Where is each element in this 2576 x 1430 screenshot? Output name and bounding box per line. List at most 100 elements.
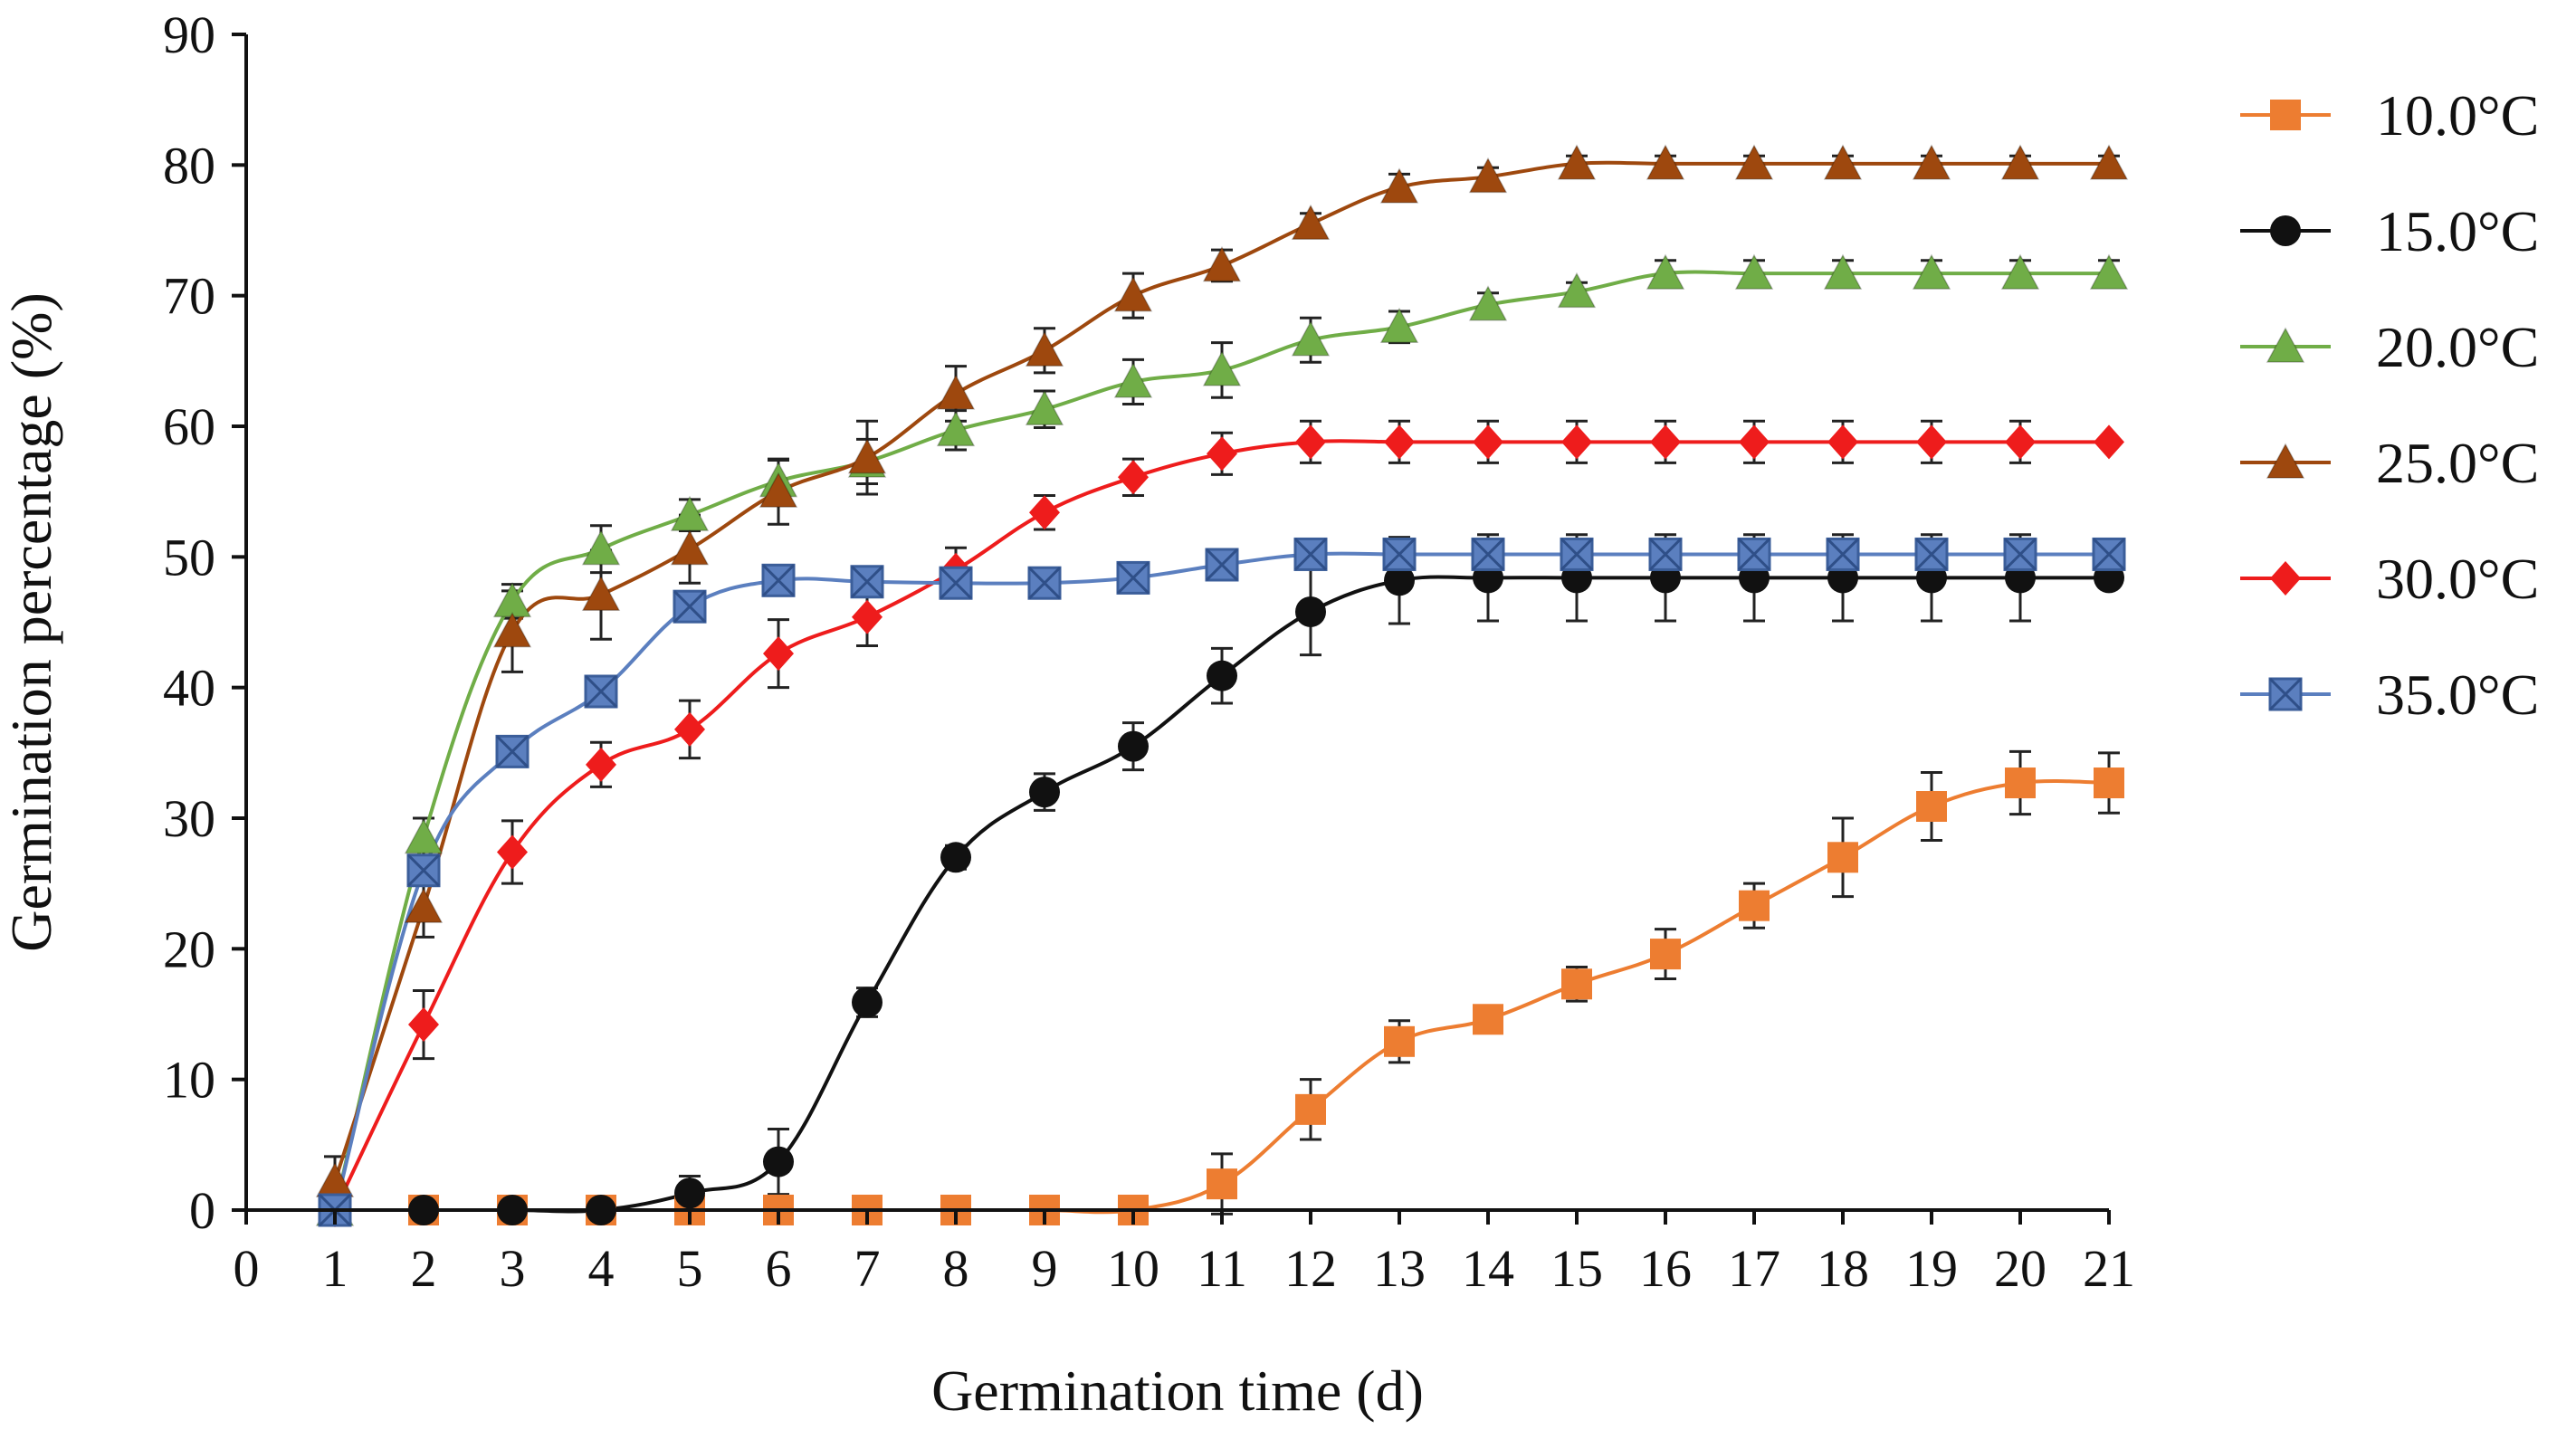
data-point: [1384, 1025, 1415, 1057]
data-point: [1384, 565, 1415, 596]
legend-item: 20.0°C: [2240, 315, 2539, 379]
data-point: [492, 612, 532, 648]
y-axis-title: Germination percentage (%): [0, 292, 63, 952]
data-point-cross: [1205, 548, 1239, 582]
x-tick-label: 3: [500, 1239, 526, 1298]
data-point: [1734, 144, 1774, 180]
data-point: [1912, 253, 1951, 290]
data-point: [404, 818, 444, 854]
data-point-cross: [1116, 561, 1150, 595]
data-point: [408, 1007, 439, 1043]
data-point: [2005, 767, 2036, 799]
data-point-cross: [761, 564, 796, 597]
data-point-cross: [1737, 538, 1771, 571]
data-point: [1473, 1004, 1503, 1035]
data-point: [1561, 968, 1592, 1000]
data-point: [1916, 791, 1947, 823]
data-point: [1291, 320, 1331, 357]
data-point-cross: [2092, 538, 2126, 571]
data-point: [1646, 144, 1685, 180]
x-tick-label: 18: [1817, 1239, 1869, 1298]
data-point: [2000, 144, 2040, 180]
x-tick-label: 11: [1197, 1239, 1247, 1298]
data-point: [1202, 245, 1242, 282]
x-tick-label: 7: [854, 1239, 881, 1298]
data-point-cross: [850, 565, 884, 598]
data-point: [1118, 460, 1149, 495]
legend-item: 30.0°C: [2240, 547, 2539, 611]
data-point-cross: [1914, 538, 1949, 571]
data-point: [1025, 389, 1064, 425]
data-point-cross: [1293, 538, 1328, 571]
data-point: [581, 575, 621, 611]
series-line: [335, 575, 2109, 1214]
markers-layer: [315, 144, 2129, 1227]
data-point-cross: [1826, 538, 1860, 571]
y-tick-label: 50: [163, 528, 215, 586]
data-point: [1118, 730, 1149, 762]
data-point: [852, 599, 883, 634]
data-point: [1207, 1168, 1237, 1200]
data-point: [940, 842, 971, 873]
data-point: [497, 834, 528, 870]
data-point: [763, 1146, 794, 1177]
data-point: [1207, 660, 1237, 691]
y-tick-label: 10: [163, 1051, 215, 1110]
legend-label: 20.0°C: [2376, 315, 2539, 379]
legend: 10.0°C 15.0°C 20.0°C 25.0°C 30.0°C 35.0°C: [2240, 83, 2539, 727]
y-tick-label: 20: [163, 920, 215, 978]
legend-marker-cross: [2268, 677, 2303, 711]
data-point: [404, 887, 444, 923]
legend-marker: [2270, 100, 2301, 130]
data-point-cross: [1382, 538, 1417, 571]
x-tick-label: 1: [322, 1239, 348, 1298]
data-point: [2089, 144, 2129, 180]
data-point-cross: [1471, 538, 1505, 571]
data-point: [847, 438, 887, 474]
data-point: [670, 529, 710, 566]
legend-marker: [2270, 561, 2301, 596]
x-tick-label: 20: [1994, 1239, 2046, 1298]
data-point: [1202, 350, 1242, 386]
legend-marker: [2266, 327, 2305, 363]
data-point: [1739, 890, 1770, 921]
x-axis-title: Germination time (d): [931, 1358, 1424, 1423]
x-tick-label: 2: [411, 1239, 437, 1298]
legend-item: 25.0°C: [2240, 431, 2539, 495]
data-point: [1650, 424, 1681, 460]
series-line: [333, 270, 2109, 1211]
y-tick-label: 70: [163, 267, 215, 326]
x-tick-label: 9: [1032, 1239, 1058, 1298]
data-point: [936, 374, 976, 410]
data-point: [1734, 253, 1774, 290]
data-point: [1557, 144, 1597, 180]
x-tick-label: 6: [766, 1239, 792, 1298]
x-tick-label: 0: [234, 1239, 260, 1298]
data-point-cross: [939, 567, 973, 600]
data-point: [1207, 436, 1237, 472]
data-point-cross: [406, 853, 441, 887]
data-point: [1473, 424, 1503, 460]
data-point: [1295, 1093, 1326, 1125]
data-point: [2089, 253, 2129, 290]
x-tick-label: 4: [588, 1239, 615, 1298]
legend-label: 10.0°C: [2376, 83, 2539, 148]
data-point: [1295, 596, 1326, 627]
data-point: [2094, 424, 2124, 460]
data-point: [581, 529, 621, 566]
data-point: [1823, 144, 1863, 180]
x-tick-label: 17: [1728, 1239, 1780, 1298]
data-point: [1113, 362, 1153, 398]
legend-label: 15.0°C: [2376, 199, 2539, 263]
data-point: [1029, 777, 1060, 808]
x-tick-label: 15: [1550, 1239, 1603, 1298]
data-point: [1561, 424, 1592, 460]
data-point: [1557, 272, 1597, 309]
data-point: [1025, 330, 1064, 367]
legend-label: 35.0°C: [2376, 663, 2539, 727]
data-point: [492, 581, 532, 618]
legend-item: 15.0°C: [2240, 199, 2539, 263]
y-tick-label: 30: [163, 789, 215, 848]
